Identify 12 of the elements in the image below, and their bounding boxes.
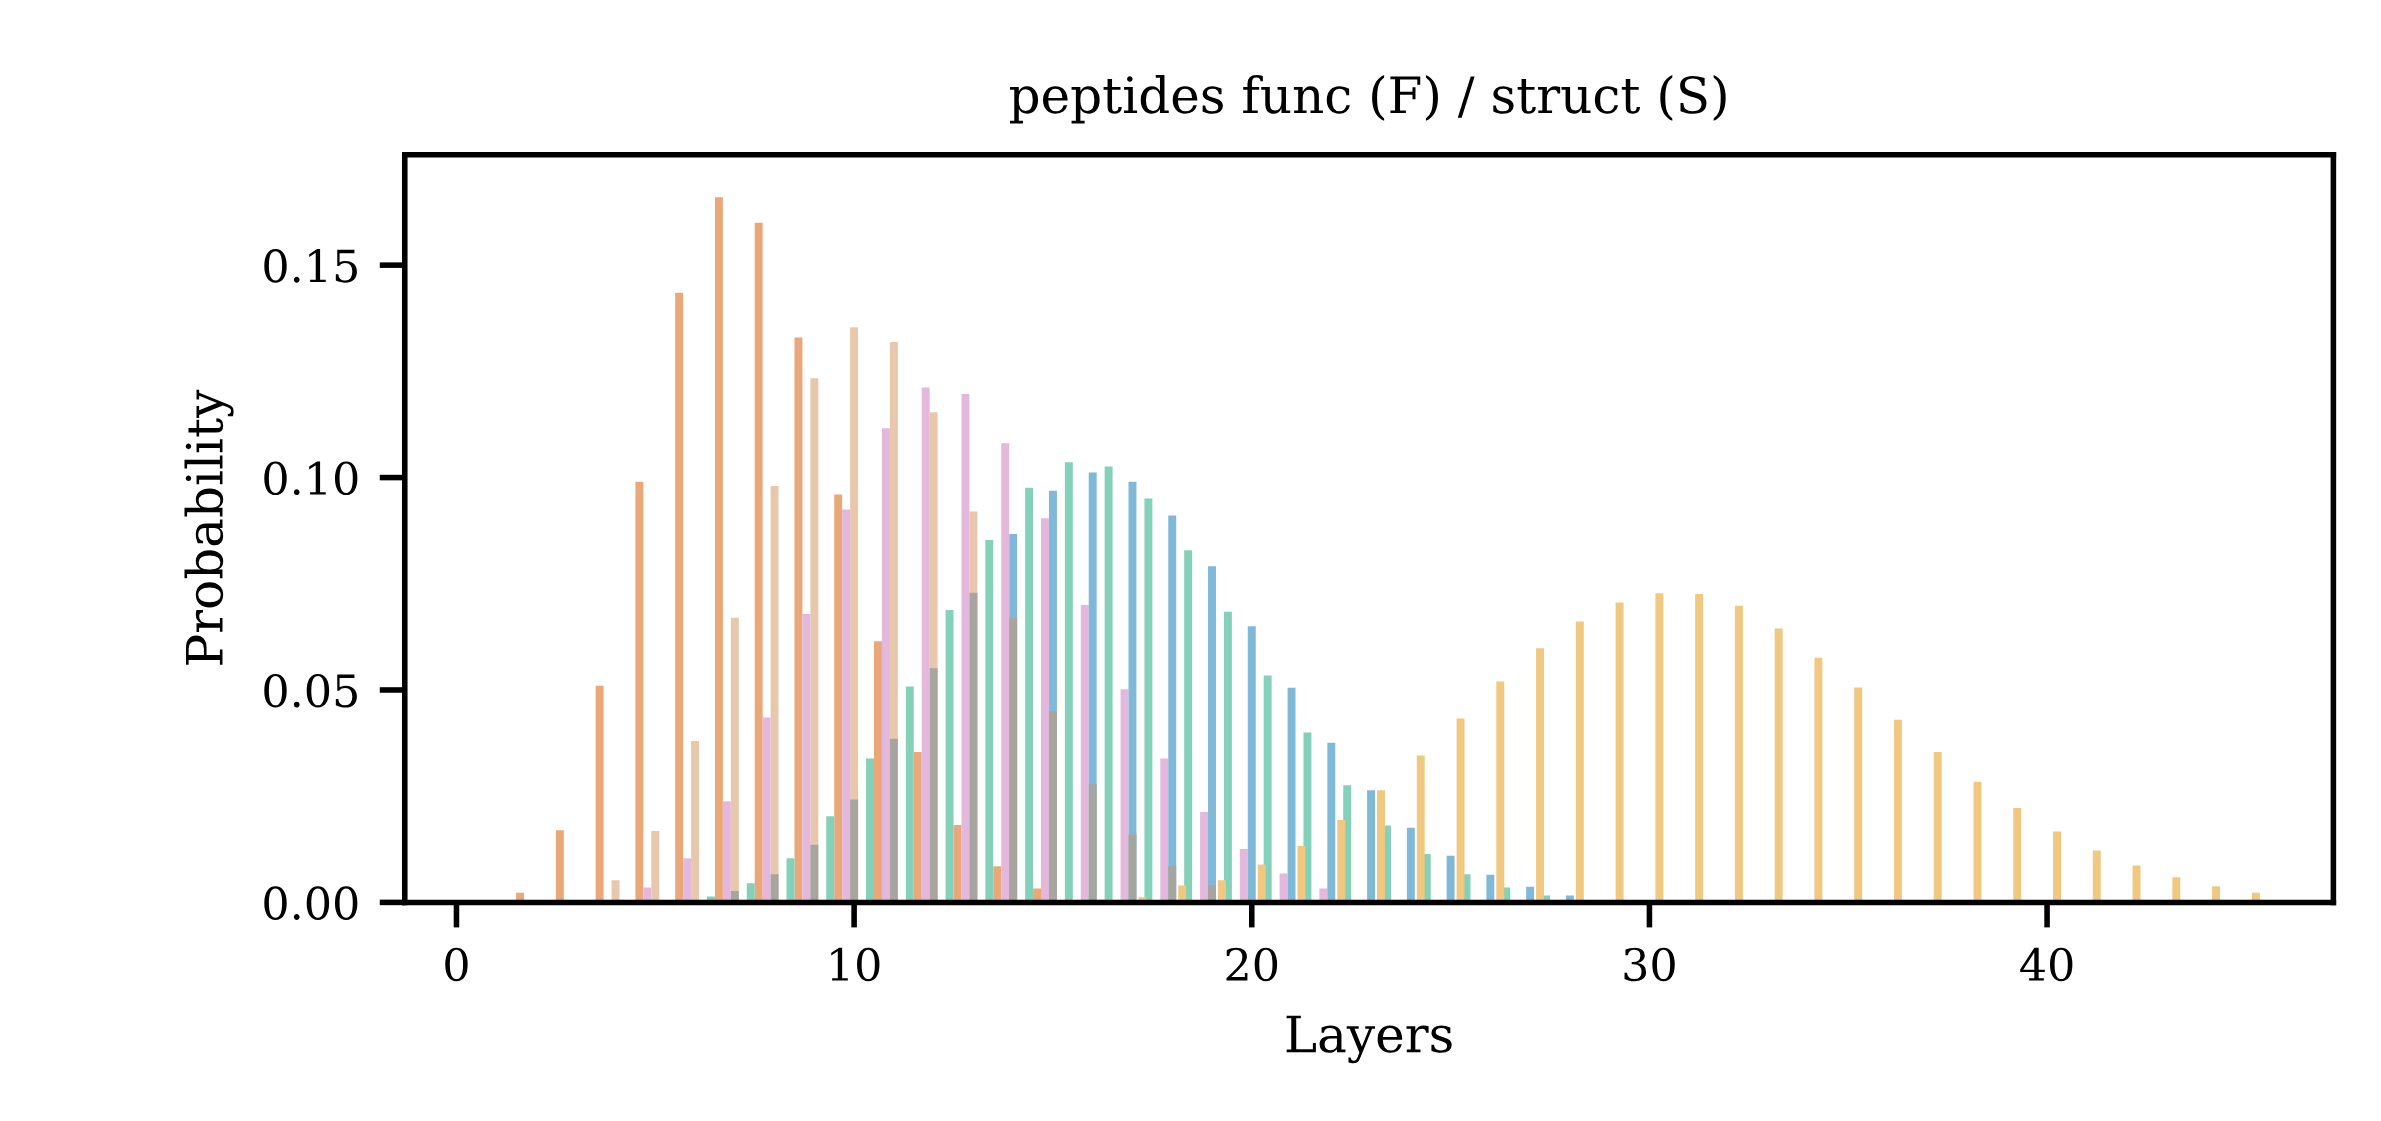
y-axis-title: Probability: [184, 389, 234, 665]
y-tick-label: 0.00: [264, 886, 358, 920]
x-axis-title: Layers: [1286, 1015, 1452, 1064]
x-tick-label: 40: [2020, 947, 2073, 982]
chart-title: peptides func (F) / struct (S): [1009, 75, 1726, 124]
y-tick-label: 0.10: [264, 461, 358, 496]
y-tick-label: 0.05: [264, 673, 357, 708]
x-tick-label: 0: [445, 947, 468, 982]
x-tick-label: 10: [831, 947, 880, 982]
x-tick-label: 20: [1226, 947, 1278, 982]
y-tick-label: 0.15: [264, 249, 357, 283]
x-tick-label: 30: [1624, 947, 1675, 982]
